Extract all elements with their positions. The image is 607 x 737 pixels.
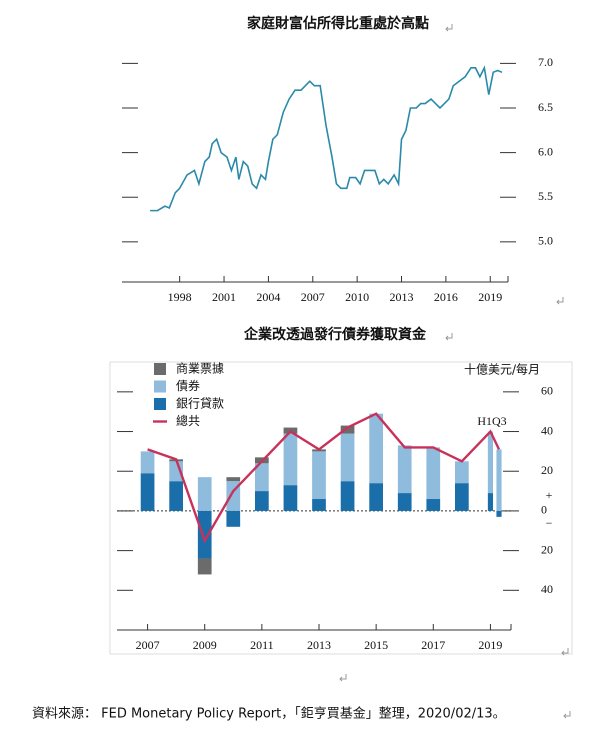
unit-label: 十億美元/每月 <box>464 362 540 377</box>
bar-segment <box>487 493 493 511</box>
annotation: H1Q3 <box>477 414 506 428</box>
bar-segment <box>197 510 212 559</box>
bar-segment <box>226 477 241 482</box>
y-tick-label: 60 <box>541 384 553 398</box>
bar-segment <box>340 425 355 434</box>
bar-segment <box>496 449 502 511</box>
y-tick-label: 5.0 <box>538 234 553 248</box>
y-tick-label: 5.5 <box>538 189 553 203</box>
x-tick-label: 1998 <box>168 290 192 304</box>
x-tick-label: 2016 <box>434 290 458 304</box>
paragraph-marks <box>339 24 571 719</box>
bar-segment <box>255 491 269 511</box>
legend-label: 商業票據 <box>176 361 224 376</box>
bar-segment <box>369 483 383 511</box>
bar-segment <box>226 510 241 527</box>
bar-segment <box>455 483 469 511</box>
bar-segment <box>140 451 155 474</box>
x-tick-label: 2011 <box>250 638 274 652</box>
x-tick-label: 2007 <box>136 638 160 652</box>
y-tick-label: 20 <box>541 463 553 477</box>
x-tick-label: 2015 <box>364 638 388 652</box>
bar-segment <box>197 477 212 511</box>
total-line <box>147 412 501 544</box>
y-tick-label: 6.5 <box>538 100 553 114</box>
y-tick-label: 40 <box>541 582 553 596</box>
bar-segment <box>197 558 212 575</box>
legend-label: 總共 <box>176 413 200 428</box>
bar-segment <box>455 461 469 484</box>
legend-label: 債券 <box>176 378 200 393</box>
legend-swatch <box>154 380 166 393</box>
chart-title: 企業改透過發行債券獲取資金 <box>243 326 427 343</box>
x-tick-label: 2019 <box>478 638 502 652</box>
x-tick-label: 2013 <box>390 290 414 304</box>
bar-segment <box>312 451 326 500</box>
bar-segment <box>397 493 412 511</box>
x-tick-label: 2017 <box>421 638 445 652</box>
bar-segment <box>397 445 412 494</box>
x-tick-label: 2001 <box>212 290 236 304</box>
bar-segment <box>487 431 493 494</box>
bar-segment <box>340 433 355 482</box>
y-tick-label: 7.0 <box>538 55 553 69</box>
chart-frame <box>109 361 573 655</box>
y-tick-label: 40 <box>541 423 553 437</box>
legend-label: 銀行貸款 <box>176 396 224 411</box>
y-tick-label: 6.0 <box>538 144 553 158</box>
x-tick-label: 2010 <box>345 290 369 304</box>
bar-segment <box>369 413 383 484</box>
bar-segment <box>169 481 183 511</box>
bar-segment <box>255 463 269 492</box>
bar-segment <box>140 473 155 511</box>
source-note: 資料來源： FED Monetary Policy Report，「鉅亨買基金」… <box>32 706 506 722</box>
bar-segment <box>340 481 355 511</box>
bar-segment <box>312 499 326 511</box>
x-tick-label: 2013 <box>307 638 331 652</box>
y-tick-label: 0 <box>541 503 547 517</box>
y-tick-label: 20 <box>541 542 553 556</box>
bar-segment <box>283 433 298 486</box>
line <box>150 65 503 212</box>
x-tick-label: 2019 <box>478 290 502 304</box>
legend-swatch <box>154 398 166 410</box>
bar-segment <box>426 447 441 500</box>
chart-title: 家庭財富佔所得比重處於高點 <box>247 15 429 32</box>
legend-swatch <box>154 363 166 375</box>
x-tick-label: 2004 <box>256 290 280 304</box>
annotation: + <box>546 488 553 502</box>
x-tick-label: 2009 <box>193 638 217 652</box>
bar-segment <box>496 510 502 517</box>
annotation: − <box>546 516 553 530</box>
bar-segment <box>283 485 298 511</box>
x-tick-label: 2007 <box>301 290 325 304</box>
bar-segment <box>426 499 441 511</box>
